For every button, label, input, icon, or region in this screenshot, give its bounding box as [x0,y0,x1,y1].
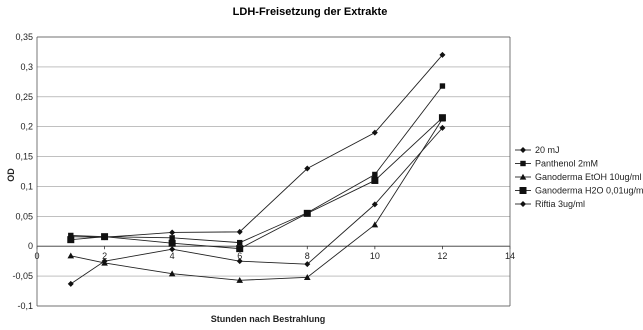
chart-title: LDH-Freisetzung der Extrakte [233,6,388,18]
data-point [303,274,311,280]
x-tick-label: 4 [170,251,175,261]
legend-item: Ganoderma H2O 0,01ug/ml [515,186,643,196]
y-tick-label: 0,2 [20,122,33,132]
legend-label: Panthenol 2mM [535,159,598,169]
data-point [303,209,311,217]
data-point [236,258,243,265]
data-point [371,129,378,136]
series-4 [67,114,446,253]
data-point [438,114,446,122]
legend-label: 20 mJ [535,145,560,155]
data-point [236,245,244,253]
y-tick-label: -0,1 [17,301,33,311]
legend-marker [520,160,526,167]
series-5 [67,124,446,287]
data-point [371,221,379,228]
data-point [439,83,446,89]
legend: 20 mJ Panthenol 2mM Ganoderma EtOH 10ug/ml… [515,145,643,209]
data-point [372,171,378,178]
y-axis-label: OD [6,168,16,182]
y-tick-label: 0,05 [15,211,33,221]
data-point [371,176,379,184]
legend-item: Ganoderma EtOH 10ug/ml [515,172,642,182]
data-point [304,261,311,268]
x-tick-label: 10 [370,251,380,261]
x-tick-label: 12 [437,251,447,261]
x-tick-label: 8 [305,251,310,261]
data-point [169,229,176,236]
data-point [371,201,378,208]
data-point [168,239,176,247]
legend-item: Panthenol 2mM [515,159,598,169]
legend-item: 20 mJ [515,145,560,155]
y-tick-label: 0,3 [20,62,33,72]
legend-marker [519,187,527,194]
x-tick-label: 6 [237,251,242,261]
data-point [67,280,74,287]
data-point [168,270,176,277]
data-point [236,276,244,283]
data-point [439,51,446,58]
y-tick-label: 0,25 [15,92,33,102]
legend-marker [520,201,526,207]
legend-label: Ganoderma H2O 0,01ug/ml [535,186,643,196]
y-tick-label: 0 [28,241,33,251]
data-point [304,165,311,172]
data-point [68,232,74,239]
legend-label: Riftia 3ug/ml [535,199,585,209]
x-tick-label: 14 [505,251,515,261]
x-tick-label: 2 [102,251,107,261]
x-tick-label: 0 [34,251,39,261]
legend-marker [519,173,527,180]
data-point [439,124,446,131]
y-tick-label: -0,05 [12,271,33,281]
y-tick-label: 0,1 [20,181,33,191]
data-point [236,228,243,235]
data-point [101,233,109,241]
plot-background [37,37,510,306]
y-tick-label: 0,15 [15,152,33,162]
plot-area [36,36,511,307]
legend-marker [520,147,526,153]
data-point [237,239,243,246]
data-point [101,258,108,265]
legend-item: Riftia 3ug/ml [515,199,585,209]
data-point [169,246,176,253]
y-tick-label: 0,35 [15,32,33,42]
x-axis-label: Stunden nach Bestrahlung [211,314,326,324]
data-point [67,236,75,244]
data-point [169,235,175,241]
data-point [67,252,75,259]
legend-label: Ganoderma EtOH 10ug/ml [535,172,642,182]
series-layer [67,51,446,287]
